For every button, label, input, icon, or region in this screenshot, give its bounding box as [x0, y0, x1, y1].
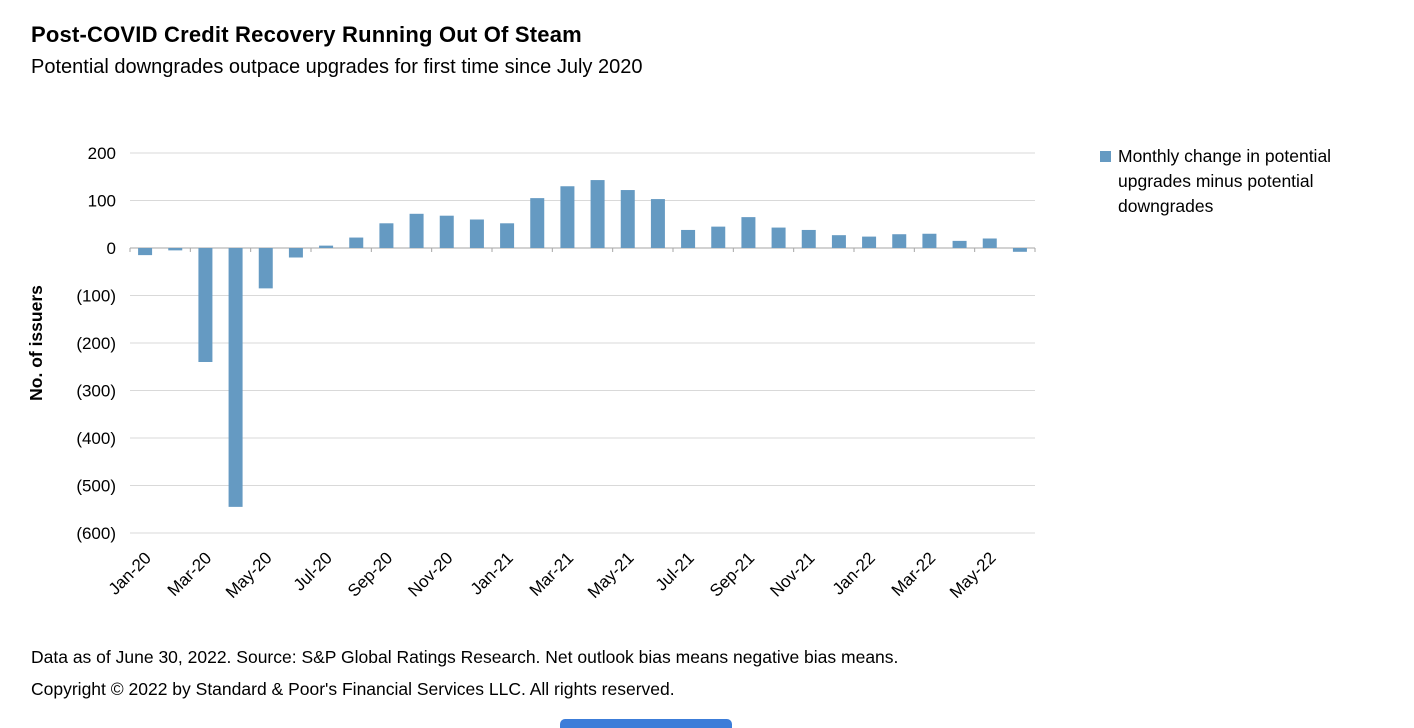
bar [590, 180, 605, 248]
y-tick-label: (100) [76, 287, 116, 306]
bar [771, 227, 786, 248]
y-tick-label: (500) [76, 477, 116, 496]
bar [228, 248, 243, 507]
bar [952, 240, 967, 248]
bar [168, 248, 183, 251]
bar [711, 226, 726, 248]
x-tick-label: Nov-20 [404, 548, 456, 600]
bar [138, 248, 153, 256]
source-note: Data as of June 30, 2022. Source: S&P Gl… [31, 647, 899, 667]
x-tick-label: Mar-20 [164, 548, 216, 600]
x-tick-label: May-20 [222, 548, 276, 602]
x-tick-label: Jul-20 [290, 548, 336, 594]
y-tick-label: (300) [76, 382, 116, 401]
y-axis-title: No. of issuers [26, 285, 46, 401]
bar [741, 217, 756, 248]
bar [349, 237, 364, 248]
x-tick-label: Jan-20 [105, 548, 155, 598]
bar [681, 229, 696, 248]
bar [1012, 248, 1027, 252]
bar [801, 229, 816, 248]
y-tick-label: (600) [76, 524, 116, 543]
x-tick-label: Mar-21 [526, 548, 578, 600]
bar [862, 236, 877, 248]
bar [650, 199, 665, 248]
bottom-accent-bar [560, 719, 732, 728]
x-tick-label: Nov-21 [766, 548, 818, 600]
x-tick-label: May-21 [584, 548, 638, 602]
copyright-note: Copyright © 2022 by Standard & Poor's Fi… [31, 679, 675, 699]
y-tick-label: 200 [88, 144, 116, 163]
x-tick-label: May-22 [946, 548, 1000, 602]
y-tick-label: (200) [76, 334, 116, 353]
bar [319, 245, 334, 248]
x-tick-label: Jan-21 [467, 548, 517, 598]
bar [198, 248, 213, 362]
bar [620, 190, 635, 248]
x-tick-label: Mar-22 [888, 548, 940, 600]
bar [258, 248, 273, 289]
bar [439, 215, 454, 248]
bar [560, 186, 575, 248]
page-title: Post-COVID Credit Recovery Running Out O… [31, 22, 582, 47]
legend: Monthly change in potential upgrades min… [1100, 144, 1405, 219]
bar [469, 219, 484, 248]
bar [288, 248, 303, 258]
bar [922, 233, 937, 248]
legend-swatch-icon [1100, 151, 1111, 162]
y-tick-label: (400) [76, 429, 116, 448]
bar [892, 234, 907, 248]
y-tick-label: 100 [88, 192, 116, 211]
x-tick-label: Jul-21 [652, 548, 698, 594]
legend-label: Monthly change in potential upgrades min… [1118, 146, 1332, 216]
bar [982, 238, 997, 248]
x-tick-label: Sep-21 [706, 548, 758, 600]
bar [530, 198, 545, 248]
x-tick-label: Jan-22 [829, 548, 879, 598]
bar-chart: 200 100 0 (100) (200) (300) (400) (500) (600) Jan… [26, 144, 1036, 602]
bar [831, 235, 846, 248]
x-tick-label: Sep-20 [344, 548, 396, 600]
bar [409, 213, 424, 248]
bar [500, 223, 515, 248]
bar [379, 223, 394, 248]
y-tick-label: 0 [107, 239, 116, 258]
page-subtitle: Potential downgrades outpace upgrades fo… [31, 56, 643, 78]
